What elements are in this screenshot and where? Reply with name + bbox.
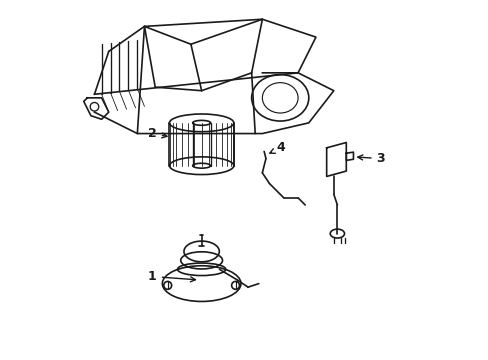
Text: 4: 4 [269,141,285,154]
Text: 2: 2 [148,127,167,140]
Polygon shape [326,143,346,176]
Text: 3: 3 [357,152,385,165]
Text: 1: 1 [148,270,195,283]
